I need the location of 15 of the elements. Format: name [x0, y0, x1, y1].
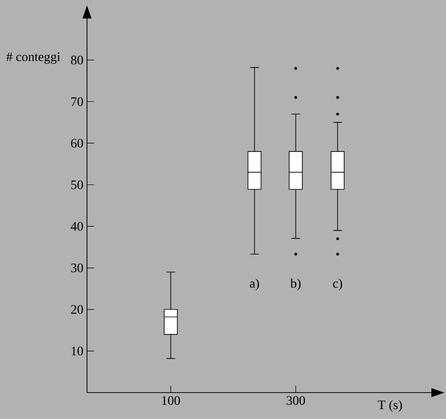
annotation: a) — [250, 278, 259, 290]
y-tick-label: 50 — [71, 180, 83, 190]
y-tick-label: 70 — [71, 97, 83, 106]
annotation: c) — [333, 278, 342, 290]
y-axis-title: # conteggi — [6, 52, 60, 64]
y-tick-label: 60 — [71, 138, 83, 148]
x-axis-title: T (s) — [378, 400, 402, 412]
x-tick-label: 300 — [286, 396, 305, 405]
y-tick-label: 30 — [71, 264, 83, 272]
y-tick-label: 80 — [71, 56, 83, 64]
y-tick-label: 20 — [71, 305, 83, 314]
x-tick-label: 100 — [162, 396, 180, 405]
annotation: b) — [290, 278, 301, 290]
y-tick-label: 40 — [70, 222, 83, 231]
y-tick-label: 10 — [72, 346, 83, 356]
